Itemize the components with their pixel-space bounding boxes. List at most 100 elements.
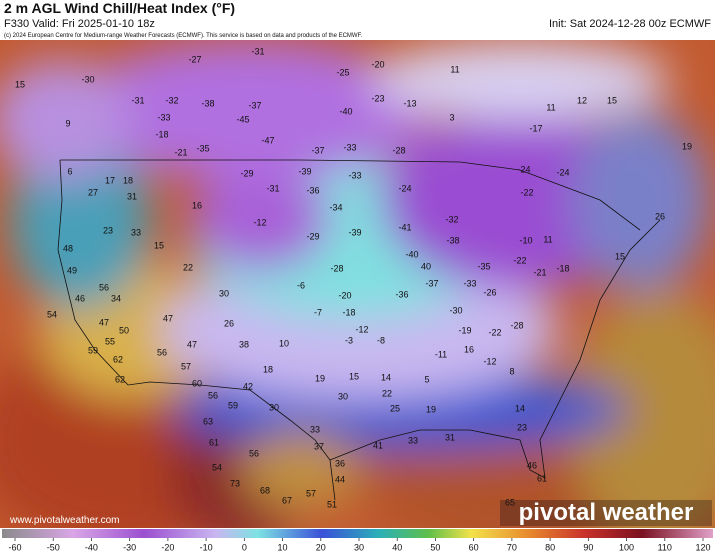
map-value-label: 22 bbox=[183, 262, 193, 272]
map-value-label: 16 bbox=[192, 200, 202, 210]
colorbar-tick-label: 120 bbox=[695, 542, 710, 552]
map-value-label: 73 bbox=[230, 478, 240, 488]
map-value-label: 26 bbox=[224, 318, 234, 328]
colorbar-tick-label: -50 bbox=[47, 542, 60, 552]
map-value-label: 34 bbox=[111, 293, 121, 303]
map-value-label: 62 bbox=[115, 374, 125, 384]
map-value-label: -18 bbox=[556, 263, 569, 273]
colorbar-tick-label: 80 bbox=[545, 542, 555, 552]
colorbar-tick-label: 50 bbox=[430, 542, 440, 552]
colorbar-tick-label: 90 bbox=[583, 542, 593, 552]
map-value-label: -19 bbox=[458, 325, 471, 335]
map-value-label: -37 bbox=[248, 100, 261, 110]
map-value-label: 11 bbox=[450, 64, 459, 74]
map-value-label: -22 bbox=[513, 255, 526, 265]
map-value-label: 33 bbox=[131, 227, 141, 237]
map-value-label: 59 bbox=[228, 400, 238, 410]
map-value-label: -31 bbox=[251, 46, 264, 56]
colorbar-tick-label: 0 bbox=[242, 542, 247, 552]
brand-bg bbox=[500, 500, 712, 526]
map-value-label: 15 bbox=[154, 240, 164, 250]
map-value-label: 19 bbox=[426, 404, 436, 414]
map-value-label: 25 bbox=[390, 403, 400, 413]
map-value-label: -17 bbox=[529, 123, 542, 133]
map-value-label: 23 bbox=[103, 225, 113, 235]
boundaries bbox=[57, 159, 661, 501]
map-value-label: -7 bbox=[314, 307, 322, 317]
map-value-label: 68 bbox=[260, 485, 270, 495]
map-value-label: -20 bbox=[371, 59, 384, 69]
map-value-label: 30 bbox=[219, 288, 229, 298]
map-value-label: -40 bbox=[405, 249, 418, 259]
map-value-label: -8 bbox=[377, 335, 385, 345]
valid-time: F330 Valid: Fri 2025-01-10 18z bbox=[4, 18, 155, 30]
map-value-label: -23 bbox=[371, 93, 384, 103]
map-value-label: -13 bbox=[403, 98, 416, 108]
map-value-label: -26 bbox=[483, 287, 496, 297]
map-value-label: -36 bbox=[306, 185, 319, 195]
map-value-label: -10 bbox=[519, 235, 532, 245]
map-value-label: 56 bbox=[157, 347, 167, 357]
map-value-label: -22 bbox=[520, 187, 533, 197]
map-value-label: 56 bbox=[99, 282, 109, 292]
map-value-label: -24 bbox=[517, 164, 530, 174]
map-value-label: -41 bbox=[398, 222, 411, 232]
map-value-label: -27 bbox=[188, 54, 201, 64]
map-value-label: 19 bbox=[682, 141, 692, 151]
map-value-label: 8 bbox=[509, 366, 514, 376]
map-value-label: -3 bbox=[345, 335, 353, 345]
map-value-label: -28 bbox=[510, 320, 523, 330]
map-value-label: -35 bbox=[196, 143, 209, 153]
map-value-label: 55 bbox=[105, 336, 115, 346]
init-time: Init: Sat 2024-12-28 00z ECMWF bbox=[549, 18, 711, 30]
map-value-label: 16 bbox=[464, 344, 474, 354]
brand: pivotal weather bbox=[519, 499, 694, 526]
map-value-label: -30 bbox=[449, 305, 462, 315]
map-value-label: -33 bbox=[157, 112, 170, 122]
map-value-label: 18 bbox=[123, 175, 133, 185]
map-value-label: -32 bbox=[445, 214, 458, 224]
map-value-label: 15 bbox=[607, 95, 617, 105]
map-value-label: 10 bbox=[279, 338, 289, 348]
map-value-label: -24 bbox=[398, 183, 411, 193]
map-value-label: -29 bbox=[306, 231, 319, 241]
map-value-label: 49 bbox=[67, 265, 77, 275]
map-value-label: 56 bbox=[249, 448, 259, 458]
colorbar-tick-label: -40 bbox=[85, 542, 98, 552]
map-value-label: -32 bbox=[165, 95, 178, 105]
map-value-label: 36 bbox=[335, 458, 345, 468]
colorbar-tick-label: 100 bbox=[619, 542, 634, 552]
map-value-label: 19 bbox=[315, 373, 325, 383]
map-value-label: -25 bbox=[336, 67, 349, 77]
map-value-label: -6 bbox=[297, 280, 305, 290]
map-value-label: 18 bbox=[263, 364, 273, 374]
colorbar-tick-label: -60 bbox=[8, 542, 21, 552]
map-value-label: -31 bbox=[131, 95, 144, 105]
map-value-label: 54 bbox=[212, 462, 222, 472]
map-value-label: -33 bbox=[463, 278, 476, 288]
map-value-label: 47 bbox=[163, 313, 173, 323]
map-value-label: -45 bbox=[236, 114, 249, 124]
map-value-label: -12 bbox=[483, 356, 496, 366]
footer-url: www.pivotalweather.com bbox=[9, 515, 120, 526]
map-value-label: 51 bbox=[327, 499, 337, 509]
map-value-label: 17 bbox=[105, 175, 115, 185]
map-value-label: 12 bbox=[577, 95, 587, 105]
map-value-label: -39 bbox=[348, 227, 361, 237]
map-value-label: -28 bbox=[330, 263, 343, 273]
map-value-label: -21 bbox=[174, 147, 187, 157]
map-value-label: 40 bbox=[421, 261, 431, 271]
map-value-label: 44 bbox=[335, 474, 345, 484]
map-value-label: 15 bbox=[349, 371, 359, 381]
map-value-label: 37 bbox=[314, 441, 324, 451]
map-value-label: 56 bbox=[208, 390, 218, 400]
map-value-label: 67 bbox=[282, 495, 292, 505]
map-value-label: 31 bbox=[445, 432, 455, 442]
map-value-label: 30 bbox=[338, 391, 348, 401]
map-value-label: -12 bbox=[355, 324, 368, 334]
map-value-label: -38 bbox=[446, 235, 459, 245]
colorbar-tick-label: 40 bbox=[392, 542, 402, 552]
map-value-label: -18 bbox=[155, 129, 168, 139]
